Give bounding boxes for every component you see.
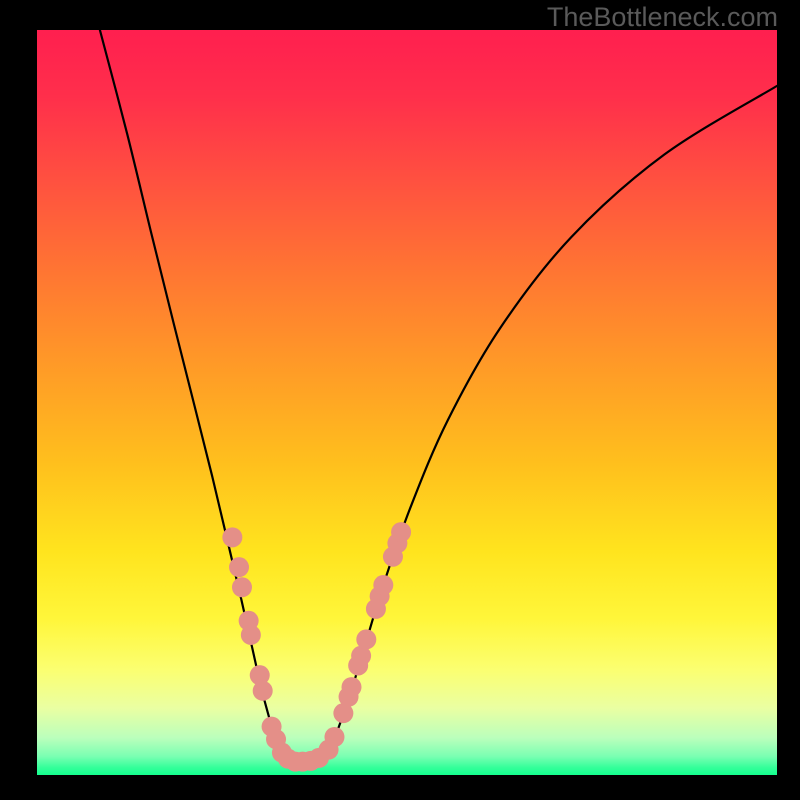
data-dot [391, 522, 411, 542]
chart-plot-area [37, 30, 777, 775]
data-dot [253, 681, 273, 701]
chart-svg [37, 30, 777, 775]
gradient-background [37, 30, 777, 775]
data-dot [324, 727, 344, 747]
data-dot [241, 625, 261, 645]
data-dot [229, 557, 249, 577]
data-dot [342, 677, 362, 697]
watermark-text: TheBottleneck.com [547, 2, 778, 33]
data-dot [222, 527, 242, 547]
data-dot [356, 629, 376, 649]
data-dot [232, 577, 252, 597]
data-dot [373, 575, 393, 595]
